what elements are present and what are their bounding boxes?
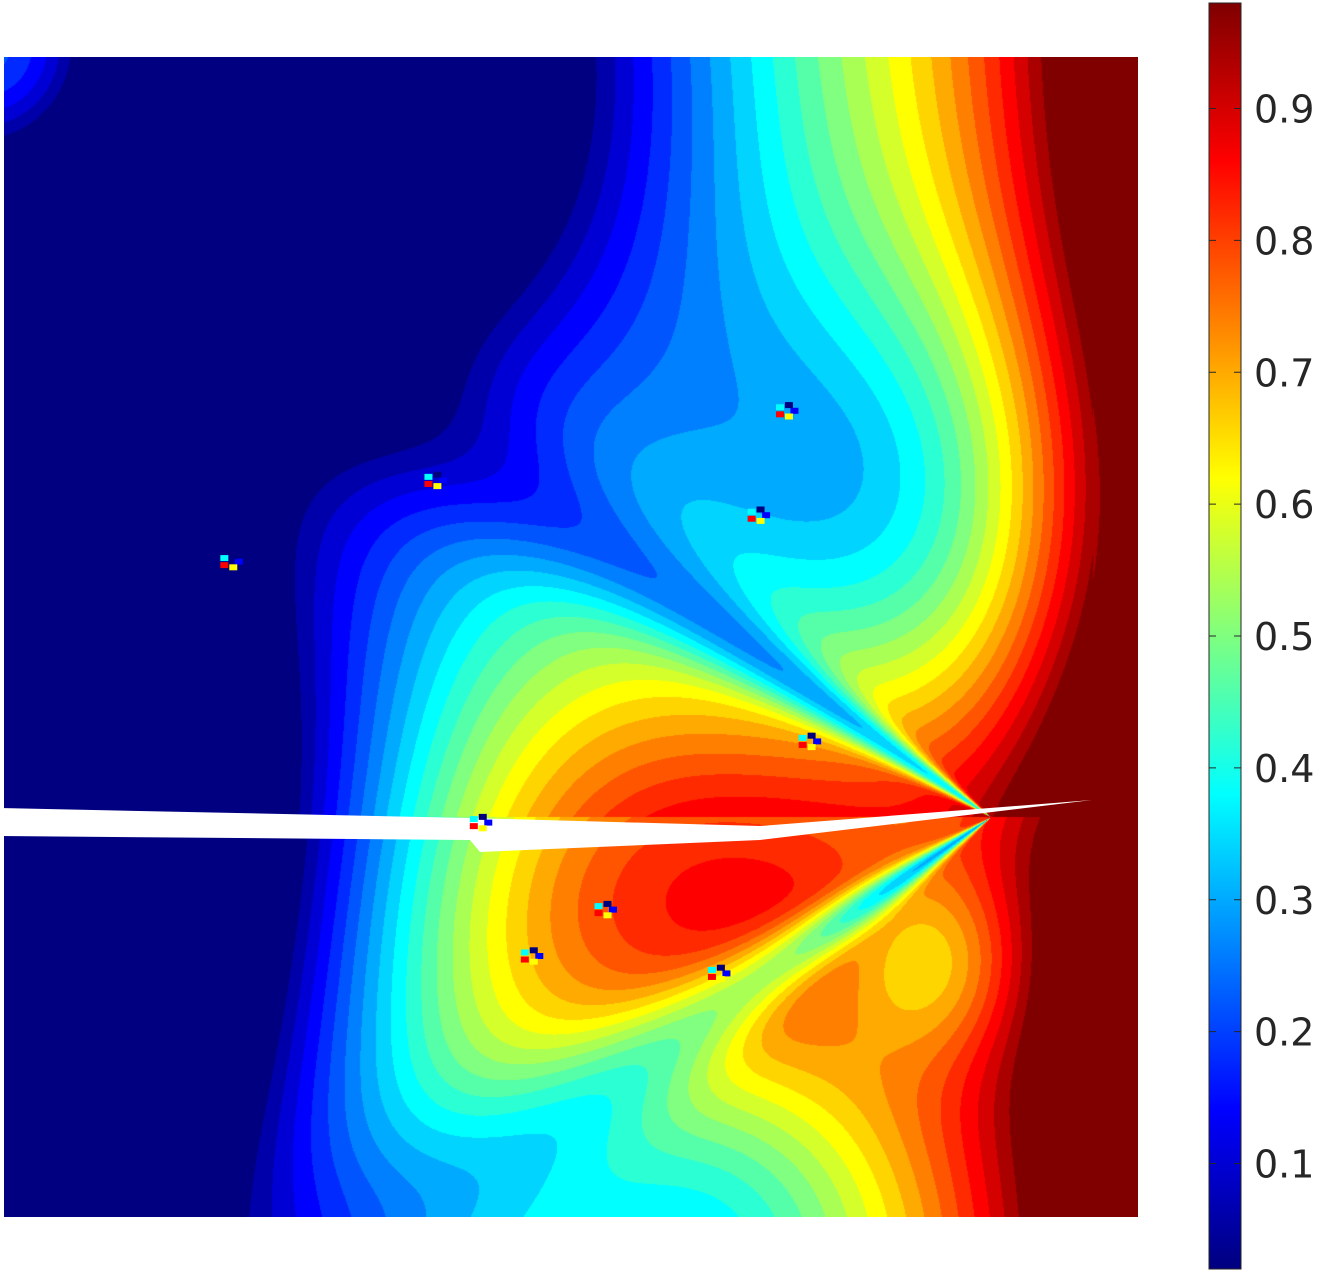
defect-marker [707, 964, 731, 983]
field-canvas [4, 57, 1138, 1217]
defect-marker [747, 506, 771, 524]
plot-area [0, 57, 1138, 1217]
colorbar-tick-label: 0.1 [1254, 1143, 1314, 1187]
defect-marker [798, 732, 822, 751]
colorbar-tick-label: 0.7 [1254, 351, 1314, 395]
colorbar-ticks: 0.1 0.2 0.3 0.4 0.5 0.6 0.7 0.8 0.9 [1209, 88, 1314, 1187]
colorbar-tick-label: 0.4 [1254, 747, 1314, 791]
colorbar-tick-label: 0.9 [1254, 88, 1314, 132]
defect-marker [520, 947, 544, 965]
colorbar-tick-label: 0.2 [1254, 1011, 1314, 1055]
colorbar-tick-label: 0.6 [1254, 483, 1314, 527]
defect-markers [220, 402, 822, 983]
defect-marker [775, 402, 799, 420]
colorbar: 0.1 0.2 0.3 0.4 0.5 0.6 0.7 0.8 0.9 [1208, 2, 1314, 1270]
defect-marker [594, 900, 618, 919]
defect-marker [424, 471, 447, 490]
crack-gap [0, 800, 1092, 852]
colorbar-tick-label: 0.5 [1254, 615, 1314, 659]
defect-marker [220, 552, 243, 571]
colorbar-tick-label: 0.8 [1254, 219, 1314, 263]
colorbar-tick-label: 0.3 [1254, 879, 1314, 923]
defect-marker [469, 813, 493, 832]
